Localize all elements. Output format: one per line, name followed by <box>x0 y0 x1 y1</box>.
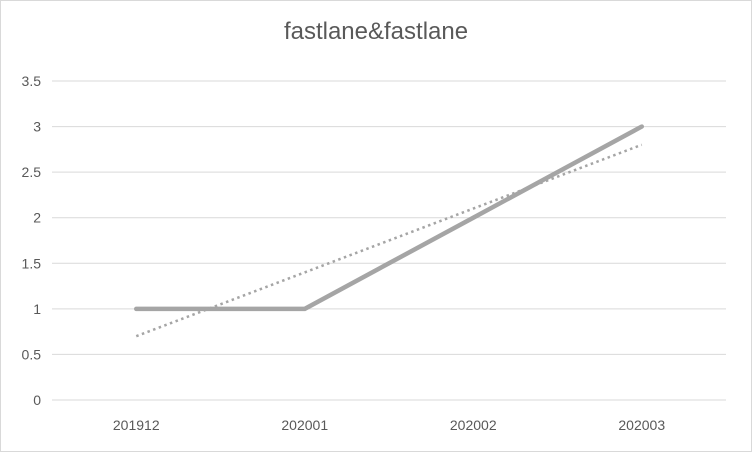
y-tick-label: 3 <box>33 119 41 135</box>
chart-title: fastlane&fastlane <box>283 18 469 45</box>
y-tick-label: 3.5 <box>22 73 42 89</box>
x-tick-label: 202003 <box>618 417 665 433</box>
y-tick-label: 2 <box>33 210 41 226</box>
line-series <box>134 124 644 312</box>
y-tick-label: 0 <box>33 392 41 408</box>
x-tick-label: 201912 <box>113 417 160 433</box>
y-tick-label: 1 <box>33 301 41 317</box>
y-tick-label: 2.5 <box>22 164 42 180</box>
x-tick-label: 202002 <box>450 417 497 433</box>
y-tick-label: 0.5 <box>22 346 42 362</box>
trendline-series <box>135 143 643 338</box>
y-tick-label: 1.5 <box>22 255 42 271</box>
x-tick-label: 202001 <box>281 417 328 433</box>
